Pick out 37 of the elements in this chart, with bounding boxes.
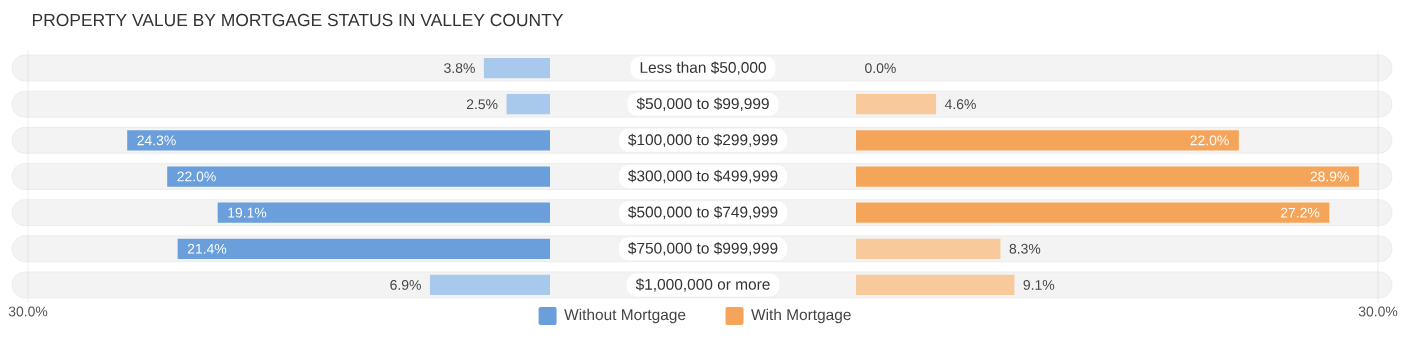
- bar: [856, 94, 937, 115]
- x-tick-label: 30.0%: [8, 306, 48, 317]
- data-label: 27.2%: [1280, 207, 1320, 218]
- data-label: 6.9%: [390, 279, 421, 290]
- y-tick-label: $500,000 to $749,999: [628, 205, 778, 220]
- bar: [127, 130, 551, 151]
- bar: [167, 166, 551, 187]
- y-tick-label: Less than $50,000: [640, 61, 766, 75]
- y-tick-label: $1,000,000 or more: [635, 278, 770, 292]
- bar: [856, 238, 1001, 259]
- data-label: 22.0%: [177, 171, 216, 182]
- x-tick-label: 30.0%: [1358, 306, 1398, 317]
- y-tick-label: $300,000 to $499,999: [628, 169, 778, 184]
- chart-title: PROPERTY VALUE BY MORTGAGE STATUS IN VALLEY COUNTY: [32, 13, 564, 27]
- data-label: 2.5%: [466, 99, 498, 110]
- bar: [856, 130, 1239, 151]
- data-label: 22.0%: [1190, 135, 1229, 146]
- data-label: 19.1%: [228, 207, 267, 218]
- bar: [177, 238, 551, 259]
- legend-label: Without Mortgage: [564, 308, 686, 324]
- bar: [429, 274, 551, 296]
- data-label: 21.4%: [187, 243, 227, 254]
- data-label: 4.6%: [944, 99, 976, 110]
- data-label: 28.9%: [1310, 171, 1349, 182]
- data-label: 3.8%: [444, 63, 475, 74]
- data-label: 0.0%: [865, 63, 896, 74]
- bar: [483, 57, 551, 79]
- bar: [217, 202, 551, 223]
- data-label: 9.1%: [1023, 279, 1055, 290]
- y-tick-label: $100,000 to $299,999: [628, 133, 778, 148]
- legend-label: With Mortgage: [751, 308, 851, 324]
- y-tick-label: $50,000 to $99,999: [636, 97, 769, 111]
- data-label: 8.3%: [1009, 243, 1041, 254]
- bar: [506, 94, 551, 115]
- y-tick-label: $750,000 to $999,999: [628, 242, 778, 256]
- bar: [856, 274, 1015, 296]
- data-label: 24.3%: [137, 135, 176, 146]
